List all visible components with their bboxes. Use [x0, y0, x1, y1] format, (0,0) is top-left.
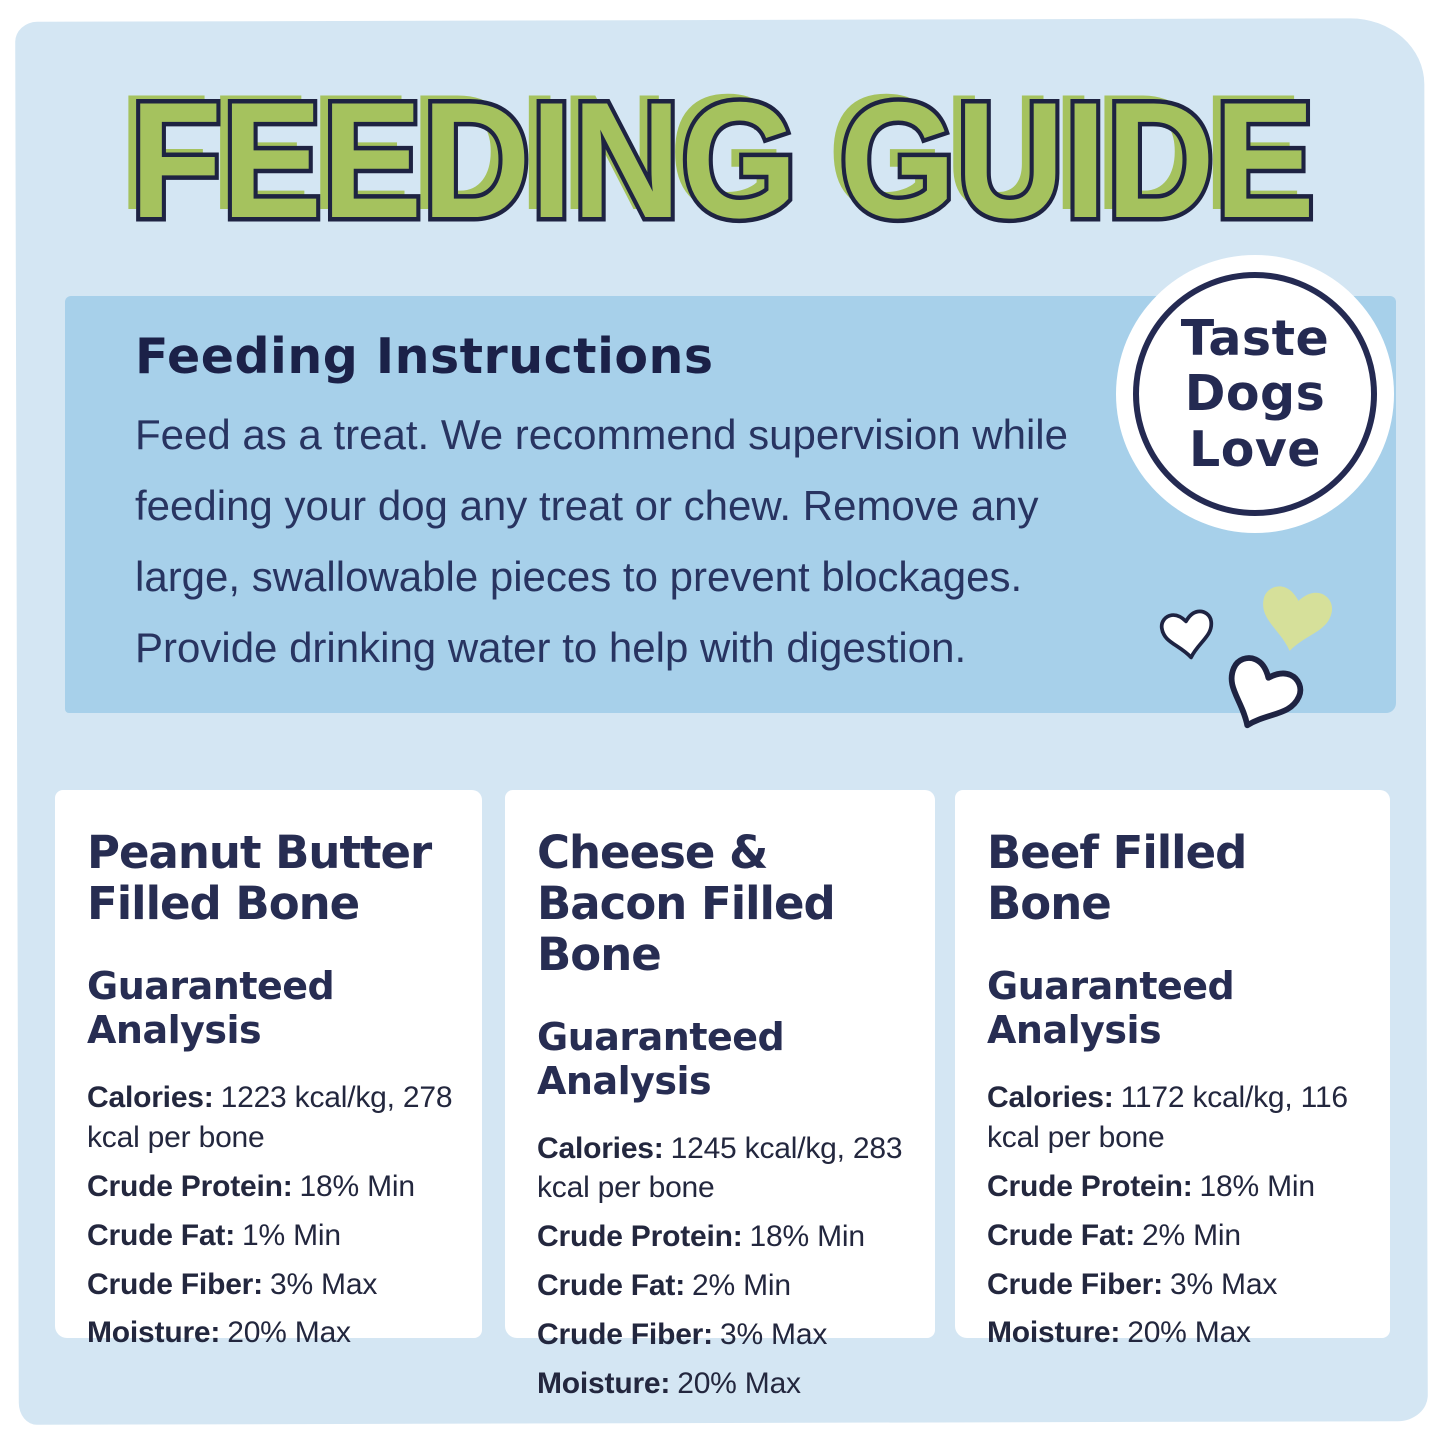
row-label: Moisture:: [537, 1366, 671, 1400]
nutrition-row-fat: Crude Fat: 2% Min: [987, 1216, 1370, 1256]
row-label: Moisture:: [87, 1316, 221, 1350]
row-value: 2% Min: [692, 1269, 791, 1303]
row-value: 1% Min: [242, 1218, 341, 1252]
nutrition-row-moisture: Moisture: 20% Max: [987, 1313, 1370, 1353]
page-title-outline-layer: FEEDING GUIDE: [126, 68, 1319, 252]
green-heart-icon: [1263, 586, 1333, 651]
product-name: Cheese & Bacon Filled Bone: [537, 826, 836, 981]
nutrition-rows: Calories: 1172 kcal/kg, 116 kcal per bone…: [987, 1078, 1370, 1353]
nutrition-row-fat: Crude Fat: 1% Min: [87, 1216, 462, 1256]
guaranteed-analysis-heading: Guaranteed Analysis: [987, 964, 1235, 1052]
product-name: Peanut Butter Filled Bone: [87, 826, 432, 930]
nutrition-row-fat: Crude Fat: 2% Min: [537, 1266, 915, 1306]
row-label: Crude Fat:: [987, 1218, 1136, 1252]
nutrition-row-fiber: Crude Fiber: 3% Max: [987, 1265, 1370, 1305]
row-label: Crude Fiber:: [537, 1318, 713, 1352]
product-card-cheese-bacon: Cheese & Bacon Filled Bone Guaranteed An…: [505, 790, 935, 1400]
row-label: Crude Protein:: [537, 1220, 743, 1254]
page-title-shadow-layer: FEEDING GUIDE: [118, 60, 1303, 244]
badge-line-2: Dogs: [1184, 365, 1326, 423]
row-label: Calories:: [87, 1081, 214, 1114]
badge-text: Taste Dogs Love: [1181, 311, 1330, 477]
row-value: 1245 kcal/kg, 283 kcal per bone: [537, 1131, 903, 1205]
row-value: 2% Min: [1142, 1218, 1241, 1252]
badge-line-3: Love: [1188, 420, 1322, 478]
nutrition-row-calories: Calories: 1245 kcal/kg, 283 kcal per bone: [537, 1129, 915, 1209]
nutrition-row-calories: Calories: 1223 kcal/kg, 278 kcal per bone: [87, 1078, 462, 1158]
page-title-text: FEEDING GUIDE: [130, 68, 1315, 252]
guaranteed-analysis-heading: Guaranteed Analysis: [537, 1014, 785, 1103]
nutrition-row-protein: Crude Protein: 18% Min: [537, 1217, 915, 1257]
nutrition-row-fiber: Crude Fiber: 3% Max: [87, 1265, 462, 1305]
row-value: 18% Min: [1199, 1169, 1316, 1203]
page-title: FEEDING GUIDE FEEDING GUIDE FEEDING GUID…: [65, 68, 1380, 258]
guaranteed-analysis-heading: Guaranteed Analysis: [87, 964, 335, 1052]
row-value: 20% Max: [1127, 1316, 1251, 1350]
row-value: 3% Max: [1169, 1267, 1278, 1301]
nutrition-rows: Calories: 1223 kcal/kg, 278 kcal per bone…: [87, 1078, 462, 1353]
row-value: 3% Max: [269, 1267, 378, 1301]
row-label: Crude Fat:: [87, 1218, 236, 1252]
row-label: Crude Protein:: [87, 1169, 293, 1203]
nutrition-row-moisture: Moisture: 20% Max: [87, 1313, 462, 1353]
nutrition-row-protein: Crude Protein: 18% Min: [987, 1167, 1370, 1207]
row-value: 1223 kcal/kg, 278 kcal per bone: [87, 1081, 453, 1154]
nutrition-row-protein: Crude Protein: 18% Min: [87, 1167, 462, 1207]
badge-line-1: Taste: [1180, 309, 1330, 367]
row-label: Calories:: [987, 1081, 1114, 1114]
white-heart-icon-large: [1228, 655, 1304, 729]
product-card-beef: Beef Filled Bone Guaranteed Analysis Cal…: [955, 790, 1390, 1349]
row-value: 18% Min: [299, 1169, 416, 1203]
row-label: Crude Protein:: [987, 1169, 1193, 1203]
row-label: Moisture:: [987, 1316, 1121, 1350]
nutrition-row-moisture: Moisture: 20% Max: [537, 1364, 915, 1404]
row-label: Crude Fiber:: [987, 1267, 1163, 1301]
badge-ring: [1133, 272, 1377, 516]
row-value: 3% Max: [719, 1318, 828, 1352]
nutrition-rows: Calories: 1245 kcal/kg, 283 kcal per bone…: [537, 1129, 915, 1404]
feeding-instructions-body: Feed as a treat. We recommend supervisio…: [135, 411, 1068, 671]
product-card-peanut-butter: Peanut Butter Filled Bone Guaranteed Ana…: [55, 790, 482, 1349]
row-value: 18% Min: [749, 1220, 866, 1254]
row-value: 20% Max: [227, 1316, 351, 1350]
feeding-instructions-heading: Feeding Instructions: [135, 328, 714, 385]
white-heart-icon-small: [1159, 609, 1214, 660]
taste-dogs-love-badge: Taste Dogs Love: [1116, 255, 1394, 533]
row-value: 20% Max: [677, 1366, 801, 1400]
row-value: 1172 kcal/kg, 116 kcal per bone: [987, 1081, 1348, 1154]
row-label: Crude Fat:: [537, 1269, 686, 1303]
product-name: Beef Filled Bone: [987, 826, 1247, 930]
nutrition-row-calories: Calories: 1172 kcal/kg, 116 kcal per bone: [987, 1078, 1370, 1158]
row-label: Calories:: [537, 1131, 664, 1165]
nutrition-row-fiber: Crude Fiber: 3% Max: [537, 1315, 915, 1355]
row-label: Crude Fiber:: [87, 1267, 263, 1301]
